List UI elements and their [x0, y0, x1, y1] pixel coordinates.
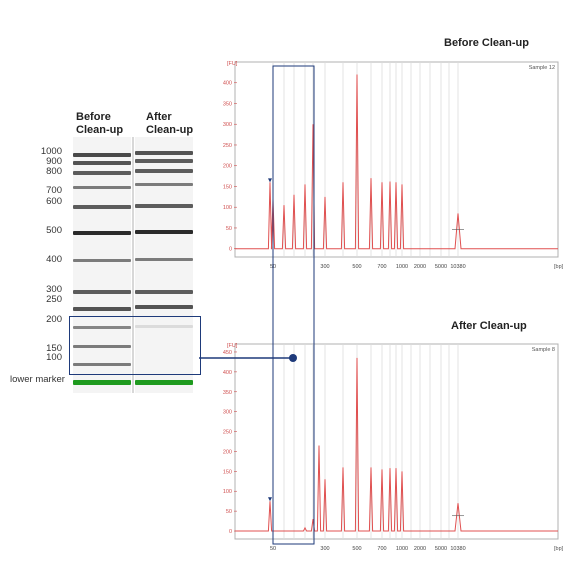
gel-band [73, 363, 131, 366]
chart-title-after: After Clean-up [451, 320, 527, 332]
lower-marker-band [73, 380, 131, 385]
gel-lane-before [73, 137, 131, 393]
size-label-500: 500 [46, 225, 62, 236]
lane-label-after: After Clean-up [146, 111, 194, 136]
lower-marker-band [135, 380, 193, 385]
y-tick-label: 100 [223, 489, 232, 495]
x-tick-label: 500 [352, 546, 361, 552]
y-tick-label: 50 [226, 226, 232, 232]
gel-band [73, 326, 131, 329]
gel-band [73, 259, 131, 262]
lower-marker-label: lower marker [10, 374, 65, 385]
y-tick-label: 400 [223, 81, 232, 87]
x-tick-label: 5000 [435, 546, 447, 552]
marker-arrow [268, 497, 272, 502]
y-tick-label: 300 [223, 410, 232, 416]
gel-band [73, 345, 131, 348]
gel-band [135, 325, 193, 328]
gel-band [135, 305, 193, 309]
x-tick-label: 500 [352, 264, 361, 270]
x-axis-label: [bp] [554, 546, 564, 552]
gel-band [73, 205, 131, 209]
y-axis-label: [FU] [227, 61, 238, 67]
gel-band [135, 151, 193, 155]
size-label-150: 150 [46, 343, 62, 354]
y-tick-label: 350 [223, 390, 232, 396]
lane-divider [132, 137, 134, 393]
y-tick-label: 150 [223, 184, 232, 190]
gel-band [135, 230, 193, 234]
y-tick-label: 200 [223, 449, 232, 455]
electropherogram-before: 0 50 100 150 200 250 300 350 400 [FU] [bp] Sample 1… [223, 61, 564, 270]
size-label-900: 900 [46, 156, 62, 167]
x-axis-label: [bp] [554, 264, 564, 270]
x-tick-label: 300 [320, 546, 329, 552]
gel-band [73, 290, 131, 294]
y-axis-label: [FU] [227, 343, 238, 349]
gel-lane-after [135, 137, 193, 393]
gel-band [135, 204, 193, 208]
plot-area [234, 61, 559, 258]
gel-band [135, 290, 193, 294]
gel-band [73, 153, 131, 157]
gel-band [73, 171, 131, 175]
x-tick-label: 2000 [414, 546, 426, 552]
size-label-600: 600 [46, 196, 62, 207]
gel-band [73, 186, 131, 189]
x-tick-label: 5000 [435, 264, 447, 270]
y-tick-label: 150 [223, 469, 232, 475]
gel-band [73, 231, 131, 235]
y-tick-label: 300 [223, 122, 232, 128]
electropherogram-trace [235, 357, 558, 532]
size-label-800: 800 [46, 166, 62, 177]
x-tick-label: 700 [377, 546, 386, 552]
size-label-100: 100 [46, 352, 62, 363]
chart-title-before: Before Clean-up [444, 37, 529, 49]
x-tick-label: 50 [270, 546, 276, 552]
x-tick-label: 1000 [396, 264, 408, 270]
electropherogram-trace [235, 74, 558, 250]
size-label-400: 400 [46, 254, 62, 265]
y-tick-label: 350 [223, 101, 232, 107]
x-tick-label: 10380 [450, 546, 465, 552]
y-tick-label: 200 [223, 164, 232, 170]
gel-band [135, 159, 193, 163]
sample-label: Sample 12 [529, 65, 555, 71]
y-tick-label: 0 [229, 529, 232, 535]
size-label-300: 300 [46, 284, 62, 295]
size-label-200: 200 [46, 314, 62, 325]
lane-label-before: Before Clean-up [76, 111, 124, 136]
y-tick-label: 400 [223, 370, 232, 376]
x-tick-label: 1000 [396, 546, 408, 552]
connector-dot [289, 354, 297, 362]
gel-highlight-box [69, 316, 201, 375]
size-label-250: 250 [46, 294, 62, 305]
size-range-selection-box [272, 65, 315, 545]
size-label-1000: 1000 [40, 146, 62, 157]
x-tick-label: 300 [320, 264, 329, 270]
gel-band [135, 183, 193, 186]
x-tick-label: 10380 [450, 264, 465, 270]
y-tick-label: 250 [223, 143, 232, 149]
gel-band [73, 307, 131, 311]
x-tick-label: 2000 [414, 264, 426, 270]
y-tick-label: 100 [223, 205, 232, 211]
gel-band [135, 169, 193, 173]
electropherogram-after: 0 50 100 150 200 250 300 350 400 450[FU] [bp] Sampl… [223, 343, 564, 552]
sample-label: Sample 8 [532, 347, 555, 353]
size-label-700: 700 [46, 185, 62, 196]
y-tick-label: 250 [223, 430, 232, 436]
gel-band [73, 161, 131, 165]
x-tick-label: 700 [377, 264, 386, 270]
y-tick-label: 450 [223, 350, 232, 356]
y-tick-label: 0 [229, 247, 232, 253]
y-tick-label: 50 [226, 509, 232, 515]
marker-arrow [268, 178, 272, 183]
gel-band [135, 258, 193, 261]
